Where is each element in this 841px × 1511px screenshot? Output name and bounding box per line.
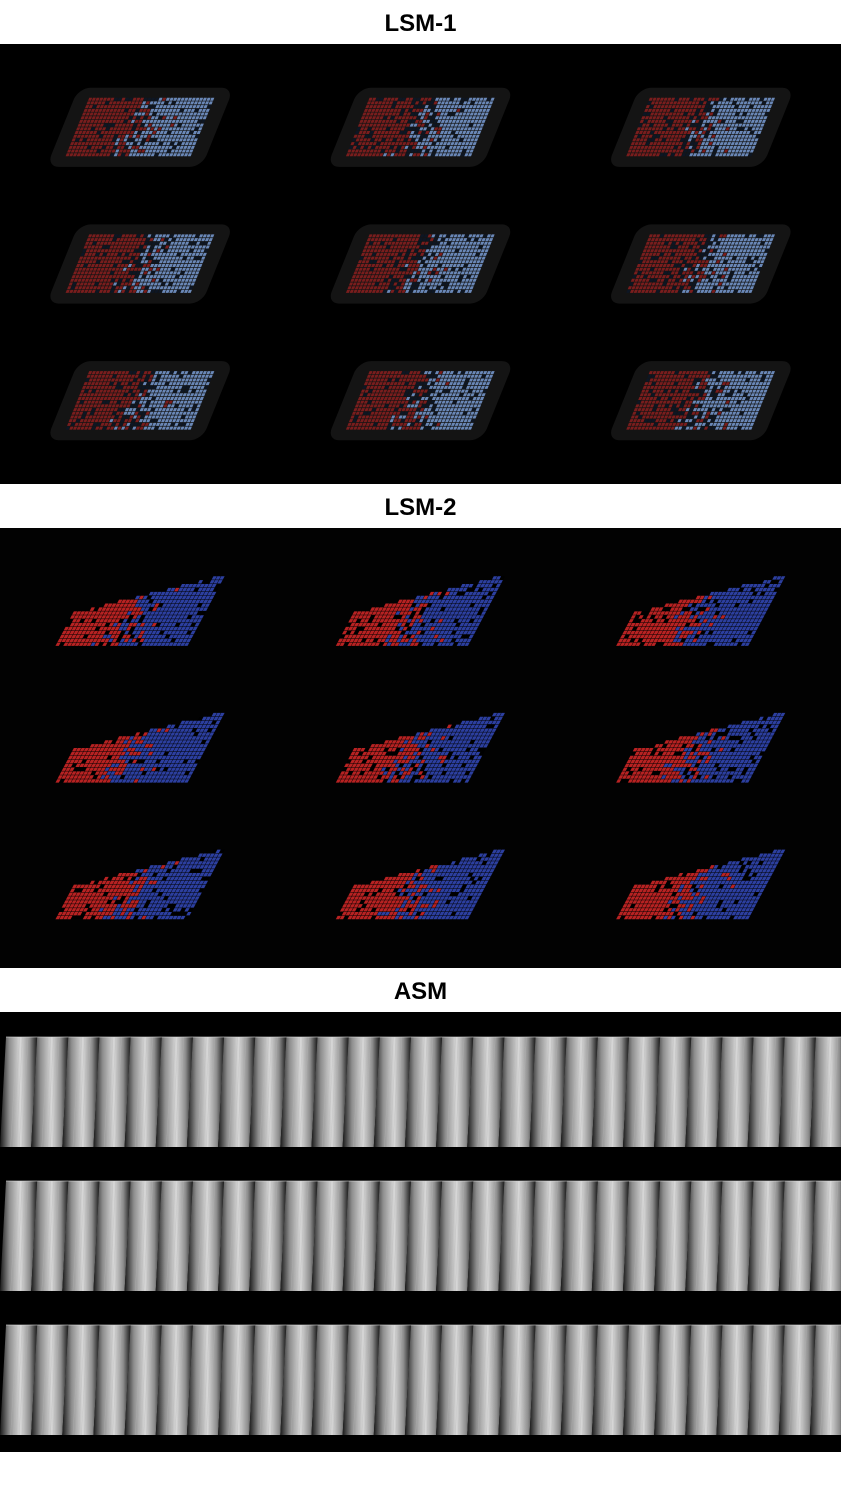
title-asm: ASM xyxy=(0,968,841,1012)
panel-asm xyxy=(0,1012,841,1452)
panel-lsm1 xyxy=(0,44,841,484)
panel-lsm2 xyxy=(0,528,841,968)
title-lsm1: LSM-1 xyxy=(0,0,841,44)
title-lsm2: LSM-2 xyxy=(0,484,841,528)
